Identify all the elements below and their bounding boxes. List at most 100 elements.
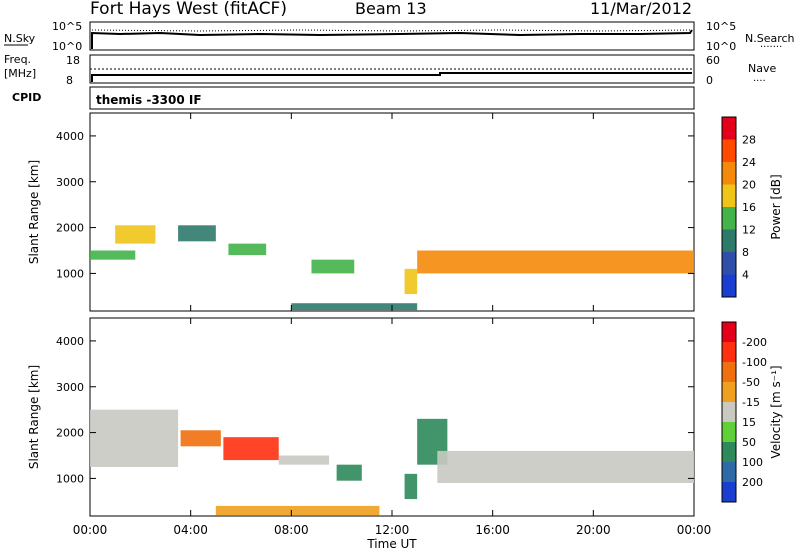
- x-tick-label: 20:00: [576, 523, 611, 537]
- nave-label: Nave: [748, 62, 776, 75]
- freq-line: [91, 72, 692, 82]
- data-region: [90, 409, 179, 467]
- colorbar-tick-label: 16: [742, 201, 756, 214]
- colorbar-swatch: [722, 382, 736, 402]
- colorbar-tick-label: 28: [742, 134, 756, 147]
- colorbar-swatch: [722, 422, 736, 442]
- time-axis: 00:00 04:00 08:00 12:00 16:00 20:00 00:00: [73, 113, 712, 537]
- data-region: [311, 259, 355, 274]
- colorbar-swatch: [722, 229, 736, 252]
- data-region: [278, 455, 330, 465]
- date-label: 11/Mar/2012: [590, 0, 692, 18]
- nave-dots: ····: [753, 76, 766, 87]
- colorbar-title: Velocity [m s⁻¹]: [769, 365, 783, 458]
- y-tick-label: 3000: [56, 176, 84, 189]
- colorbar-swatch: [722, 117, 736, 140]
- nsearch-line: [91, 29, 693, 32]
- data-region: [417, 250, 694, 274]
- colorbar-swatch: [722, 342, 736, 362]
- freq-tick-low: 8: [66, 74, 73, 87]
- y-tick-label: 3000: [56, 381, 84, 394]
- colorbar-swatch: [722, 162, 736, 185]
- colorbar-tick-label: 20: [742, 179, 756, 192]
- data-region: [90, 250, 136, 260]
- colorbar-frame: [721, 116, 737, 298]
- station-title: Fort Hays West (fitACF): [90, 0, 287, 19]
- x-tick-label: 04:00: [173, 523, 208, 537]
- panel-velocity: 1000 2000 3000 4000 Slant Range [km] 200 100 50…: [27, 317, 783, 517]
- colorbar-tick-label: -50: [742, 376, 760, 389]
- data-region: [180, 430, 221, 447]
- data-region: [228, 243, 267, 256]
- colorbar-tick-label: 200: [742, 476, 763, 489]
- nsearch-label: N.Search: [745, 32, 795, 45]
- freq-tick-high: 18: [66, 54, 80, 67]
- y-tick-label: 1000: [56, 267, 84, 280]
- nave-tick-low: 0: [706, 74, 713, 87]
- nsky-strip: N.Sky 10^5 10^0 N.Search ······· 10^5 10…: [4, 20, 795, 53]
- data-region: [291, 303, 418, 311]
- colorbar-tick-label: 12: [742, 224, 756, 237]
- x-tick-label: 12:00: [375, 523, 410, 537]
- colorbar-tick-label: 8: [742, 246, 749, 259]
- colorbar-swatch: [722, 482, 736, 502]
- x-axis-title: Time UT: [366, 537, 417, 551]
- colorbar-swatch: [722, 402, 736, 422]
- data-region: [223, 437, 279, 461]
- x-tick-label: 16:00: [475, 523, 510, 537]
- colorbar-tick-label: 15: [742, 416, 756, 429]
- y-axis-title: Slant Range [km]: [27, 160, 41, 264]
- nsky-tick-high: 10^5: [52, 20, 82, 33]
- colorbar-swatch: [722, 139, 736, 162]
- panel-frame: [89, 317, 695, 517]
- x-tick-label: 00:00: [73, 523, 108, 537]
- x-tick-label: 00:00: [677, 523, 712, 537]
- freq-label: Freq.: [4, 53, 31, 66]
- x-tick-label: 08:00: [274, 523, 309, 537]
- y-tick-label: 2000: [56, 427, 84, 440]
- colorbar-tick-label: 50: [742, 436, 756, 449]
- colorbar-swatch: [722, 462, 736, 482]
- freq-strip: Freq. [MHz] 18 8 Nave ···· 60 0: [4, 53, 776, 87]
- nsky-label: N.Sky: [4, 32, 36, 45]
- nsearch-dots: ·······: [760, 42, 782, 53]
- colorbar-tick-label: -200: [742, 336, 767, 349]
- colorbar-swatch: [722, 207, 736, 230]
- colorbar-tick-label: 4: [742, 269, 749, 282]
- nsearch-tick-low: 10^0: [706, 40, 736, 53]
- beam-label: Beam 13: [355, 0, 427, 18]
- nsky-line: [91, 29, 693, 49]
- nsky-tick-low: 10^0: [52, 40, 82, 53]
- nsearch-tick-high: 10^5: [706, 20, 736, 33]
- heatmap-panels: 1000 2000 3000 4000 Slant Range [km] 4 8 12 16 20…: [27, 112, 783, 517]
- colorbar-swatch: [722, 274, 736, 297]
- nave-tick-high: 60: [706, 54, 720, 67]
- freq-unit: [MHz]: [4, 67, 36, 80]
- data-region: [336, 464, 362, 481]
- panel-power: 1000 2000 3000 4000 Slant Range [km] 4 8 12 16 20…: [27, 112, 783, 312]
- data-region: [437, 450, 694, 483]
- y-tick-label: 4000: [56, 335, 84, 348]
- y-tick-label: 1000: [56, 472, 84, 485]
- colorbar-frame: [721, 321, 737, 503]
- colorbar-swatch: [722, 252, 736, 275]
- data-region: [215, 505, 380, 516]
- colorbar-tick-label: 24: [742, 156, 756, 169]
- data-region: [115, 225, 156, 244]
- data-region: [178, 225, 216, 242]
- y-tick-label: 2000: [56, 222, 84, 235]
- colorbar-swatch: [722, 362, 736, 382]
- cpid-label: CPID: [12, 91, 41, 104]
- colorbar-tick-label: -15: [742, 396, 760, 409]
- data-region: [404, 268, 418, 295]
- colorbar-tick-label: 100: [742, 456, 763, 469]
- colorbar-swatch: [722, 184, 736, 207]
- y-tick-label: 4000: [56, 130, 84, 143]
- y-axis-title: Slant Range [km]: [27, 365, 41, 469]
- data-region: [404, 473, 418, 500]
- colorbar-swatch: [722, 322, 736, 342]
- panel-frame: [89, 112, 695, 312]
- colorbar-title: Power [dB]: [769, 174, 783, 239]
